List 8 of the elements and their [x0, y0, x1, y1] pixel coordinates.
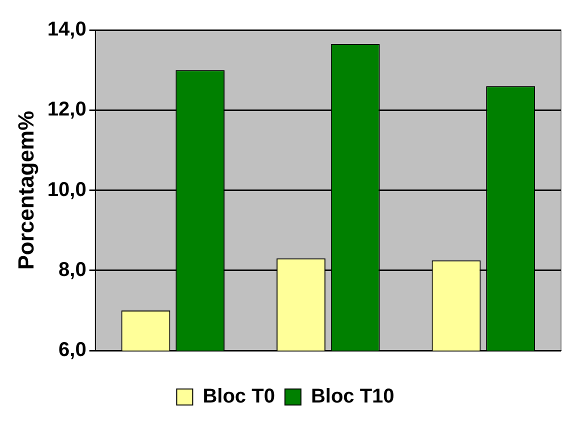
legend-label: Bloc T10 [310, 386, 394, 408]
y-tick-label: 12,0 [47, 98, 86, 121]
y-tick-label: 6,0 [58, 339, 86, 362]
y-axis-title: Porcentagem% [13, 110, 38, 270]
y-tick-label: 8,0 [58, 258, 86, 281]
y-tick-label: 10,0 [47, 178, 86, 201]
y-tick-label: 14,0 [47, 18, 86, 41]
legend-label: Bloc T0 [202, 386, 275, 408]
